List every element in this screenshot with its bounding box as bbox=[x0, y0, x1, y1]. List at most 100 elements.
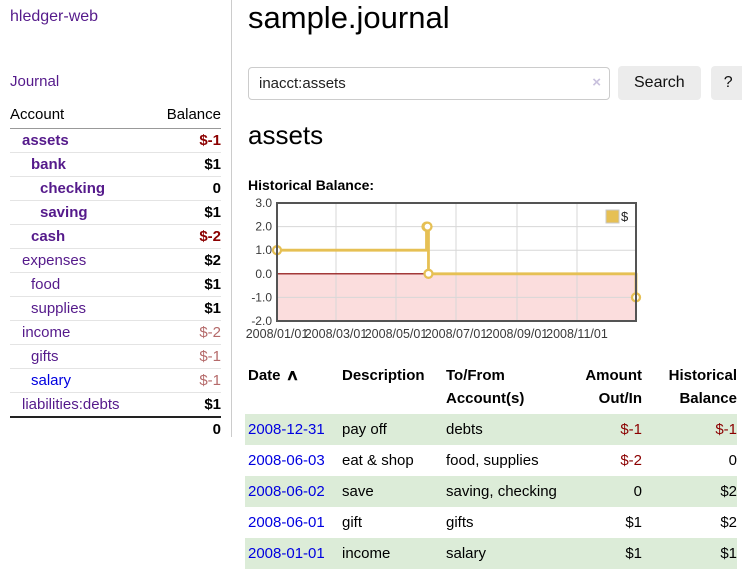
sidebar-account-liabilities-debts[interactable]: liabilities:debts bbox=[22, 396, 120, 413]
account-row: income $-2 bbox=[10, 320, 221, 345]
register-row: 2008-06-01 gift gifts $1 $2 bbox=[245, 507, 737, 538]
sidebar: hledger-web Journal Account Balance asse… bbox=[0, 0, 232, 441]
legend-swatch bbox=[605, 209, 620, 224]
account-row: assets $-1 bbox=[10, 129, 221, 153]
cell-accounts: debts bbox=[446, 421, 483, 438]
search-input-wrap: × bbox=[248, 66, 610, 100]
sidebar-account-gifts[interactable]: gifts bbox=[31, 348, 59, 365]
cell-amount: $-2 bbox=[620, 452, 642, 469]
x-tick-label: 2008/11/01 bbox=[546, 327, 608, 341]
cell-balance: $1 bbox=[720, 545, 737, 562]
register-header-description: Description bbox=[342, 367, 425, 384]
transaction-date-link[interactable]: 2008-06-03 bbox=[248, 452, 325, 469]
account-balance: $-2 bbox=[151, 224, 221, 249]
account-name-cell: liabilities:debts bbox=[10, 392, 152, 417]
account-balance: $1 bbox=[151, 296, 221, 321]
sidebar-account-cash[interactable]: cash bbox=[31, 228, 66, 245]
account-balance: $1 bbox=[151, 152, 221, 177]
y-tick-label: 2.0 bbox=[255, 220, 272, 234]
account-name-cell: saving bbox=[10, 200, 152, 225]
account-row: checking 0 bbox=[10, 176, 221, 201]
account-row: cash $-2 bbox=[10, 224, 221, 249]
cell-description: save bbox=[342, 483, 374, 500]
cell-description: income bbox=[342, 545, 391, 562]
account-row: expenses $2 bbox=[10, 248, 221, 273]
account-row: supplies $1 bbox=[10, 296, 221, 321]
account-row: salary $-1 bbox=[10, 368, 221, 393]
search-input[interactable] bbox=[248, 66, 610, 100]
register-header-amount: Amount Out/In bbox=[585, 367, 642, 407]
sidebar-account-saving[interactable]: saving bbox=[40, 204, 88, 221]
cell-balance: $2 bbox=[720, 514, 737, 531]
main-content: sample.journal × Search ? assets Histori… bbox=[245, 0, 742, 582]
cell-accounts: saving, checking bbox=[446, 483, 557, 500]
historical-balance-label: Historical Balance: bbox=[248, 177, 375, 193]
account-name-cell: expenses bbox=[10, 248, 152, 273]
help-button[interactable]: ? bbox=[710, 66, 742, 100]
search-form: × Search ? bbox=[248, 66, 742, 100]
register-row: 2008-06-02 save saving, checking 0 $2 bbox=[245, 476, 737, 507]
cell-description: pay off bbox=[342, 421, 387, 438]
account-name-cell: bank bbox=[10, 152, 152, 177]
sidebar-account-bank[interactable]: bank bbox=[31, 156, 67, 173]
account-name-cell: income bbox=[10, 320, 152, 345]
y-tick-label: 0.0 bbox=[255, 267, 272, 281]
account-name-cell: assets bbox=[10, 129, 151, 153]
page-title: sample.journal bbox=[248, 0, 450, 35]
cell-balance: $-1 bbox=[715, 421, 737, 438]
sidebar-account-expenses[interactable]: expenses bbox=[22, 252, 87, 269]
y-tick-label: -2.0 bbox=[251, 314, 272, 328]
register-header-date-label: Date bbox=[248, 367, 281, 384]
cell-amount: 0 bbox=[633, 483, 642, 500]
y-tick-label: -1.0 bbox=[251, 290, 272, 304]
accounts-total-row: 0 bbox=[10, 416, 221, 441]
register-row: 2008-06-03 eat & shop food, supplies $-2 0 bbox=[245, 445, 737, 476]
account-name-cell: gifts bbox=[10, 344, 152, 369]
cell-description: eat & shop bbox=[342, 452, 414, 469]
cell-date: 2008-12-31 bbox=[245, 414, 342, 445]
cell-accounts: gifts bbox=[446, 514, 474, 531]
accounts-table: Account Balance assets $-1 bank $1 checking 0… bbox=[10, 104, 221, 441]
transaction-date-link[interactable]: 2008-12-31 bbox=[248, 421, 325, 438]
balance-chart: $3.0 2.0 1.0 0.0 -1.0 -2.0 2008/01/01 2008/03/0… bbox=[246, 196, 678, 348]
accounts-total-spacer bbox=[10, 416, 152, 441]
register-table: Date ∧ Description To/From Account(s) Amo… bbox=[245, 360, 737, 569]
data-point-marker bbox=[423, 268, 434, 279]
register-header-date[interactable]: Date ∧ bbox=[245, 360, 342, 414]
transaction-date-link[interactable]: 2008-06-01 bbox=[248, 514, 325, 531]
cell-date: 2008-06-01 bbox=[245, 507, 342, 538]
cell-amount: $1 bbox=[625, 514, 642, 531]
sidebar-account-checking[interactable]: checking bbox=[40, 180, 106, 197]
x-tick-label: 2008/09/01 bbox=[486, 327, 549, 341]
x-tick-label: 2008/07/01 bbox=[425, 327, 488, 341]
sidebar-account-food[interactable]: food bbox=[31, 276, 61, 293]
account-balance: $-1 bbox=[151, 344, 221, 369]
sidebar-account-assets[interactable]: assets bbox=[22, 132, 69, 149]
sidebar-account-supplies[interactable]: supplies bbox=[31, 300, 87, 317]
legend-label: $ bbox=[621, 209, 629, 224]
transaction-date-link[interactable]: 2008-01-01 bbox=[248, 545, 325, 562]
account-balance: $-1 bbox=[151, 368, 221, 393]
account-balance: $-2 bbox=[151, 320, 221, 345]
account-balance: $1 bbox=[151, 200, 221, 225]
cell-date: 2008-01-01 bbox=[245, 538, 342, 569]
transaction-date-link[interactable]: 2008-06-02 bbox=[248, 483, 325, 500]
account-balance: 0 bbox=[151, 176, 221, 201]
sidebar-account-income[interactable]: income bbox=[22, 324, 71, 341]
cell-accounts: food, supplies bbox=[446, 452, 539, 469]
clear-search-icon[interactable]: × bbox=[592, 73, 601, 91]
register-header-row: Date ∧ Description To/From Account(s) Amo… bbox=[245, 360, 737, 414]
cell-amount: $-1 bbox=[620, 421, 642, 438]
account-row: liabilities:debts $1 bbox=[10, 392, 221, 417]
account-balance: $1 bbox=[151, 392, 221, 417]
sidebar-account-salary[interactable]: salary bbox=[31, 372, 72, 389]
app-title-link[interactable]: hledger-web bbox=[10, 8, 99, 25]
accounts-header-balance: Balance bbox=[151, 104, 221, 129]
plot-border bbox=[276, 202, 637, 322]
cell-description: gift bbox=[342, 514, 363, 531]
account-name-cell: checking bbox=[10, 176, 152, 201]
register-header-accounts: To/From Account(s) bbox=[446, 367, 525, 407]
sidebar-item-journal[interactable]: Journal bbox=[10, 73, 60, 90]
account-heading: assets bbox=[248, 120, 324, 150]
search-button[interactable]: Search bbox=[618, 66, 701, 100]
